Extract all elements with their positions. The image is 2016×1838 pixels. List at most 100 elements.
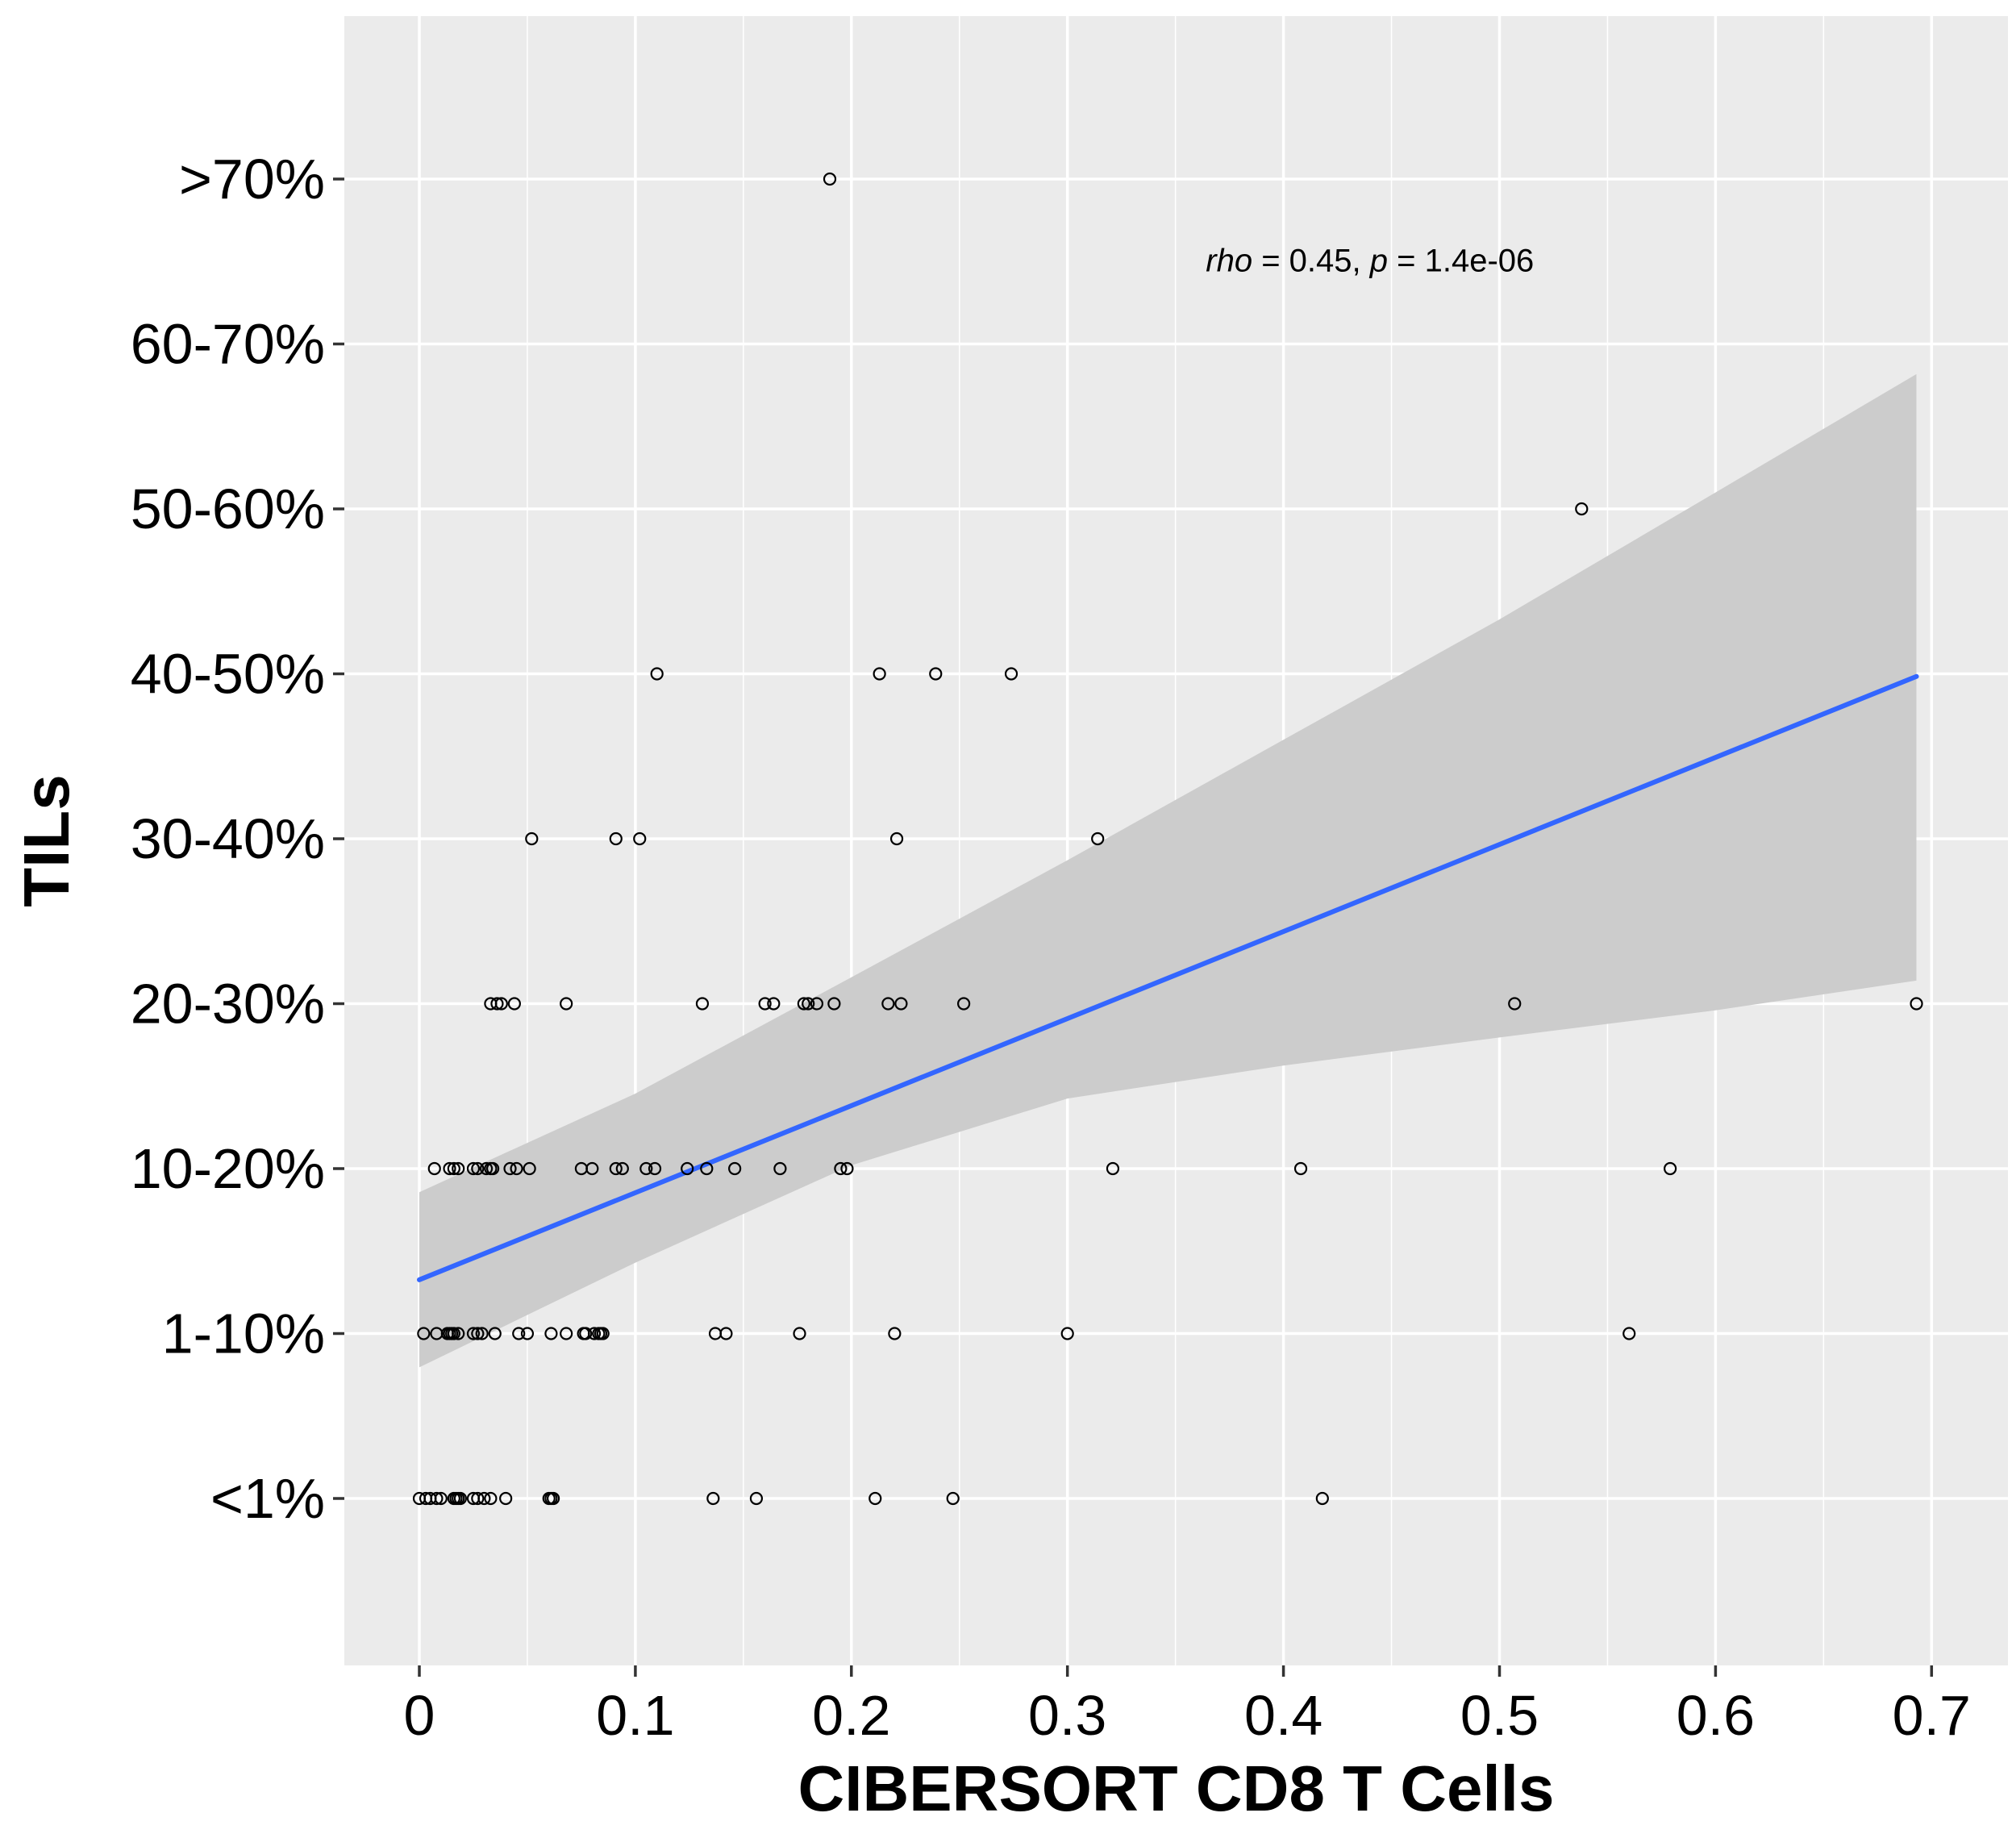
data-point [490,997,504,1011]
data-point [1106,1161,1120,1176]
data-point [544,1327,558,1340]
data-point [889,831,904,846]
data-point [499,1491,513,1506]
data-point [700,1161,714,1176]
data-point [946,1491,960,1506]
data-point [434,1491,448,1506]
data-point [873,667,886,681]
data-point [587,1327,602,1340]
data-point [868,1491,882,1506]
data-point [758,997,772,1011]
p-label: p [1369,243,1388,278]
data-point [507,997,521,1011]
data-point [773,1161,787,1176]
y-tick-label: >70% [179,148,325,210]
data-point [840,1161,854,1176]
data-point [427,1161,441,1176]
x-tick-label: 0.6 [1677,1684,1755,1747]
data-point [452,1161,465,1176]
data-point [447,1161,460,1176]
data-point [494,997,508,1011]
data-point [510,1161,523,1176]
data-point [823,172,837,186]
correlation-annotation: rho = 0.45, p = 1.4e-06 [1206,243,1534,278]
x-tick-label: 0.4 [1244,1684,1322,1747]
data-point [797,997,810,1011]
data-point [639,1161,653,1176]
x-tick-label: 0.1 [596,1684,674,1747]
p-value: = 1.4e-06 [1388,243,1534,278]
y-axis-title: TILs [10,774,82,906]
data-point [827,997,841,1011]
data-point [471,1491,485,1506]
data-point [1293,1161,1308,1176]
y-tick-label: 30-40% [131,807,325,870]
y-tick-label: 50-60% [131,477,325,540]
data-point [512,1327,526,1340]
data-point [719,1327,733,1340]
data-point [417,1327,431,1340]
data-point [560,1327,573,1340]
data-point [648,1161,662,1176]
data-point [525,831,539,846]
data-point [650,667,664,681]
data-point [1575,502,1589,516]
y-tick-label: 20-30% [131,973,325,1036]
data-point [881,997,895,1011]
data-point [609,831,623,846]
data-point [579,1327,593,1340]
data-point [520,1327,535,1340]
data-point [443,1161,456,1176]
data-point [1315,1491,1329,1506]
data-point [585,1161,599,1176]
data-point [452,1327,465,1340]
data-point [633,831,647,846]
data-point [615,1161,629,1176]
data-point [1664,1161,1677,1176]
data-point [749,1491,764,1506]
data-point [546,1491,560,1506]
data-point [430,1491,444,1506]
y-tick-label: 10-20% [131,1137,325,1200]
x-tick-label: 0.5 [1460,1684,1539,1747]
data-point [706,1491,720,1506]
data-point [479,1161,494,1176]
data-point [1004,667,1018,681]
data-point [609,1161,623,1176]
data-point [1910,997,1923,1011]
x-tick-label: 0.7 [1893,1684,1971,1747]
data-point [1508,997,1522,1011]
trend-line [417,673,1919,1282]
data-point [560,997,573,1011]
data-point [1060,1327,1074,1340]
y-tick-label: 60-70% [131,313,325,376]
rho-label: rho [1206,243,1252,278]
data-point [1091,831,1105,846]
data-point [466,1327,481,1340]
data-point [767,997,781,1011]
x-axis: 0 0.1 0.2 0.3 0.4 0.5 0.6 0.7 [404,1665,1971,1747]
data-points [412,172,1923,1506]
y-tick-label: <1% [210,1467,325,1530]
data-point [453,1491,468,1506]
data-point [957,997,971,1011]
data-point [834,1161,848,1176]
x-axis-title: CIBERSORT CD8 T Cells [798,1753,1555,1824]
data-point [596,1327,610,1340]
data-point [929,667,943,681]
data-point [681,1161,694,1176]
data-point [728,1161,742,1176]
x-tick-label: 0.3 [1028,1684,1106,1747]
data-point [695,997,710,1011]
data-point [1622,1327,1636,1340]
data-point [466,1161,481,1176]
x-tick-label: 0.2 [812,1684,890,1747]
x-tick-label: 0 [404,1684,435,1747]
data-point [475,1327,489,1340]
data-point [471,1327,485,1340]
data-point [802,997,815,1011]
rho-value: = 0.45, [1252,243,1370,278]
confidence-band [419,373,1917,1368]
data-point [894,997,908,1011]
data-point [471,1161,485,1176]
